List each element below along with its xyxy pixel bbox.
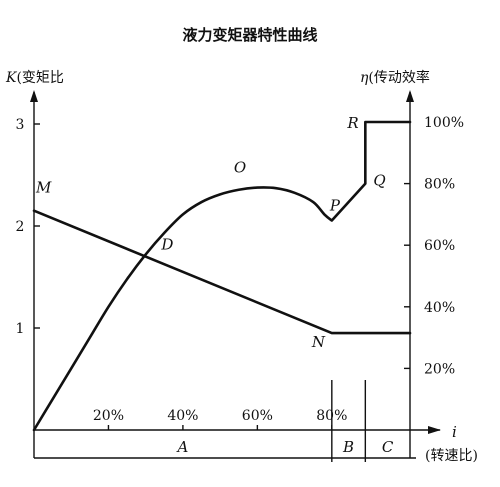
y-left-axis-arrow — [30, 90, 38, 102]
y-right-label-text: (传动效率 — [368, 69, 429, 86]
point-labels: M D O P Q R N — [35, 114, 386, 351]
axes — [30, 90, 441, 458]
x-tick-label: 60% — [242, 408, 273, 424]
point-label-D: D — [160, 236, 173, 254]
y-left-label-text: (变矩比 — [16, 70, 63, 86]
y-right-label: η(传动效率 — [360, 69, 430, 86]
y-left-tick-label: 2 — [16, 219, 25, 235]
series-group — [32, 120, 412, 432]
region-label: A — [175, 438, 188, 456]
y-right-tick-label: 60% — [424, 238, 455, 254]
y-right-tick-label: 20% — [424, 361, 455, 377]
series-K-line — [32, 209, 412, 335]
x-axis-label-secondary: (转速比) — [425, 448, 478, 464]
y-right-tick-label: 40% — [424, 300, 455, 316]
point-label-R: R — [346, 114, 358, 132]
point-label-P: P — [329, 197, 341, 215]
y-right-tick-label: 100% — [424, 115, 464, 131]
y-right-axis-arrow — [406, 90, 414, 102]
x-axis-label: i — [452, 423, 457, 441]
x-tick-label: 40% — [167, 408, 198, 424]
point-label-Q: Q — [373, 172, 385, 190]
region-label: C — [382, 438, 394, 456]
region-bar: A B C — [34, 380, 416, 462]
y-right-tick-label: 80% — [424, 177, 455, 193]
point-label-N: N — [311, 333, 326, 351]
region-label: B — [342, 438, 354, 456]
series-eta-line — [32, 120, 412, 432]
y-left-tick-label: 1 — [16, 321, 25, 337]
point-label-O: O — [234, 159, 246, 177]
y-left-label: K(变矩比 — [5, 70, 64, 86]
x-axis-arrow — [428, 426, 441, 434]
x-tick-label: 20% — [93, 408, 124, 424]
y-left-tick-label: 3 — [16, 117, 25, 133]
chart-title: 液力变矩器特性曲线 — [182, 26, 317, 44]
point-label-M: M — [35, 179, 52, 197]
